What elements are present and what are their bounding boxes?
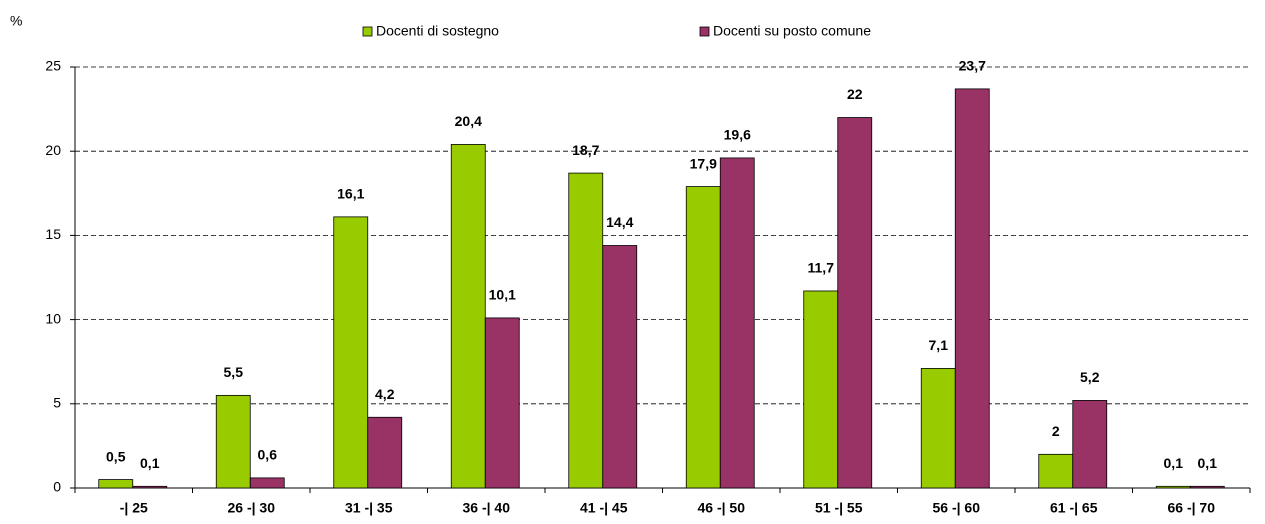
x-tick-label: 66 -| 70 (1167, 500, 1215, 516)
bar (1155, 485, 1191, 489)
legend-swatch (362, 26, 373, 37)
value-label: 19,6 (724, 127, 751, 143)
bar (1189, 485, 1225, 489)
bar (1038, 453, 1074, 489)
y-tick-label: 25 (45, 58, 61, 74)
bar (837, 117, 873, 489)
value-label: 7,1 (929, 337, 949, 353)
value-label: 11,7 (808, 260, 835, 276)
bar (215, 394, 251, 489)
bar (685, 186, 721, 489)
value-label: 18,7 (572, 142, 599, 158)
x-tick-label: -| 25 (120, 500, 148, 516)
value-label: 23,7 (959, 58, 986, 74)
value-label: 5,5 (224, 364, 244, 380)
x-tick-label: 46 -| 50 (697, 500, 745, 516)
bar (450, 144, 486, 489)
legend-swatch (699, 26, 710, 37)
bar (954, 88, 990, 489)
bar (484, 317, 520, 489)
legend-label: Docenti di sostegno (376, 23, 499, 39)
value-label: 0,1 (140, 455, 160, 471)
bar (249, 477, 285, 489)
value-label: 10,1 (489, 287, 516, 303)
x-tick-label: 26 -| 30 (227, 500, 275, 516)
value-label: 14,4 (606, 214, 633, 230)
value-label: 22 (847, 86, 863, 102)
y-tick-label: 10 (45, 310, 61, 326)
value-label: 0,1 (1164, 455, 1184, 471)
legend-label: Docenti su posto comune (713, 23, 871, 39)
bar (920, 368, 956, 489)
y-axis-label: % (10, 13, 22, 29)
x-tick-label: 51 -| 55 (815, 500, 863, 516)
x-tick-label: 41 -| 45 (580, 500, 628, 516)
value-label: 4,2 (375, 386, 395, 402)
value-label: 16,1 (337, 186, 364, 202)
y-tick-label: 20 (45, 142, 61, 158)
y-tick-label: 15 (45, 226, 61, 242)
y-tick-label: 5 (53, 395, 61, 411)
bar (719, 157, 755, 489)
value-label: 2 (1052, 423, 1060, 439)
value-label: 0,6 (258, 447, 278, 463)
bar (803, 290, 839, 489)
bar (568, 172, 604, 489)
bar (333, 216, 369, 489)
bar (98, 479, 134, 489)
value-label: 0,1 (1198, 455, 1218, 471)
x-tick-label: 61 -| 65 (1050, 500, 1098, 516)
value-label: 20,4 (455, 113, 482, 129)
bar (132, 485, 168, 489)
bar (1072, 400, 1108, 489)
value-label: 0,5 (106, 448, 126, 464)
y-tick-label: 0 (53, 479, 61, 495)
bar (367, 416, 403, 489)
x-tick-label: 56 -| 60 (932, 500, 980, 516)
x-tick-label: 36 -| 40 (462, 500, 510, 516)
x-tick-label: 31 -| 35 (345, 500, 393, 516)
value-label: 5,2 (1080, 369, 1100, 385)
value-label: 17,9 (690, 155, 717, 171)
bar (602, 245, 638, 489)
